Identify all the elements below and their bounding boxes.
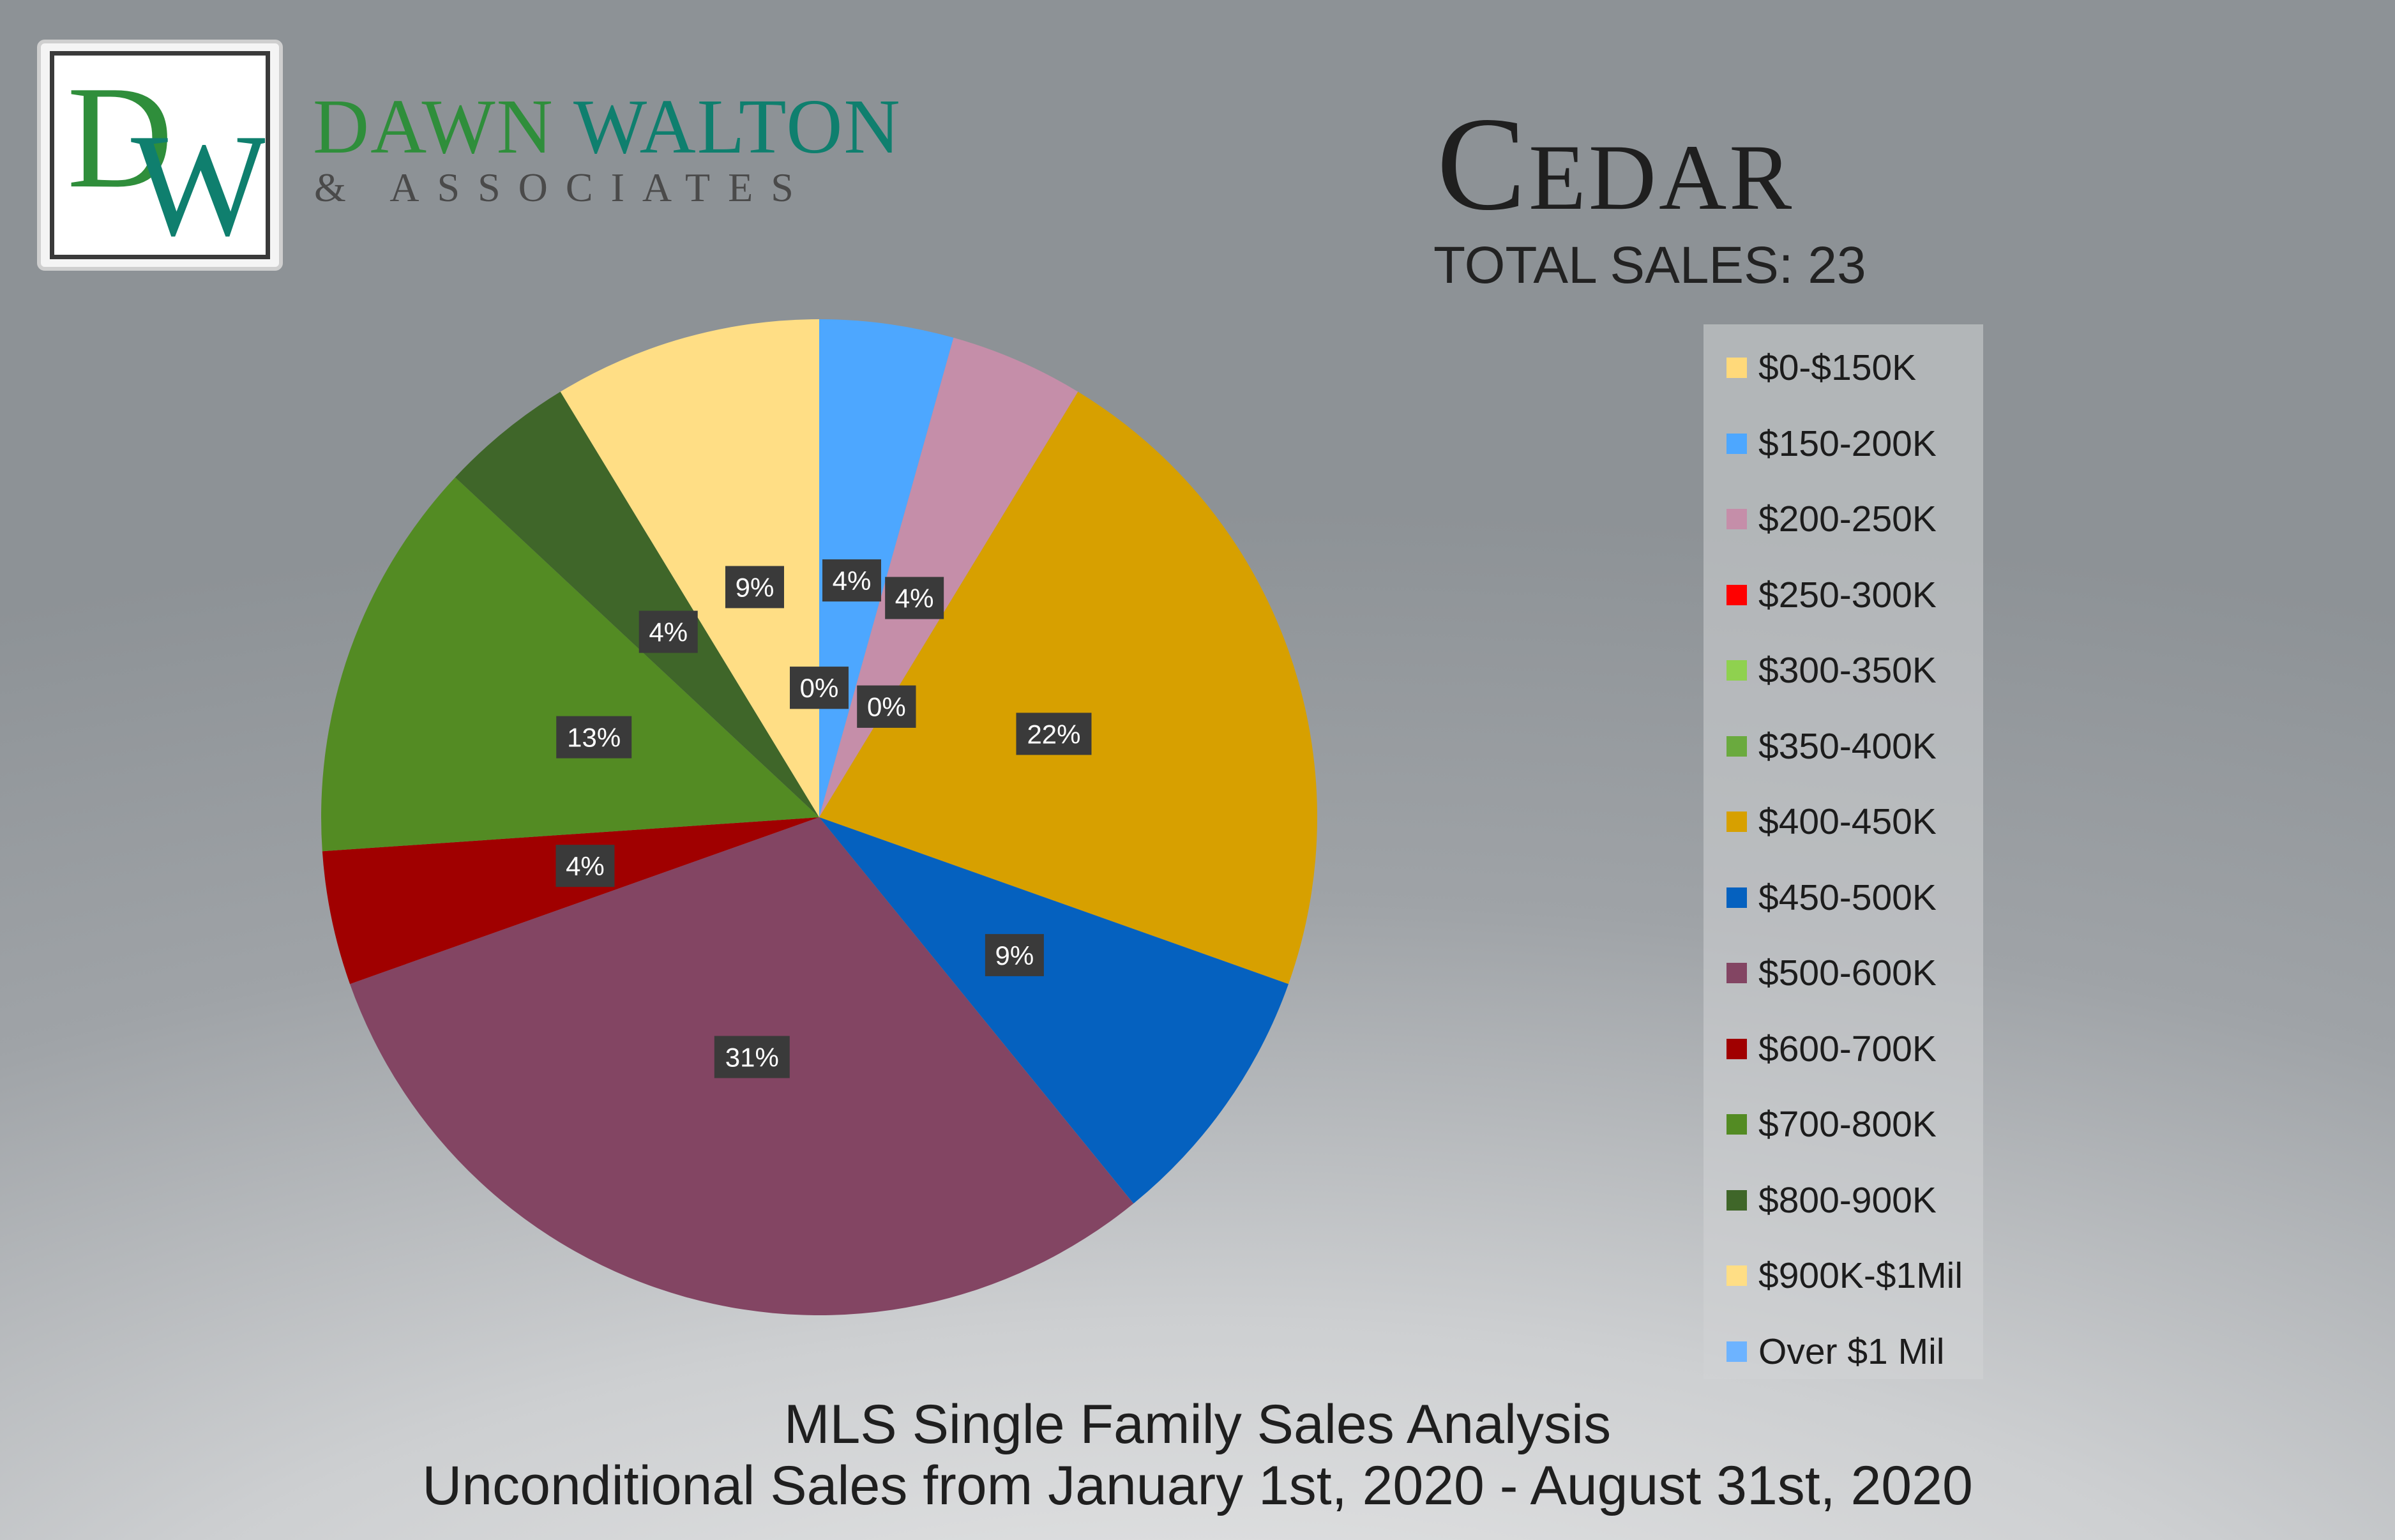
data-label-10: 4% [555,845,615,887]
legend-swatch [1726,358,1747,378]
data-label-text: 9% [995,940,1034,970]
brand-name-last: WALTON [573,84,902,170]
data-label-text: 22% [1027,719,1080,749]
legend-label: $600-700K [1758,1028,1937,1069]
legend-label: $400-450K [1758,801,1937,842]
brand-subtitle: & ASSOCIATES [314,165,812,210]
data-label-text: 31% [725,1043,779,1073]
data-label-2: 4% [822,559,881,602]
legend-swatch [1726,433,1747,454]
chart-footer-title: MLS Single Family Sales Analysis [783,1394,1612,1455]
legend-swatch [1726,1189,1747,1211]
legend-item: $300-350K [1726,645,1937,696]
legend-item: $500-600K [1726,947,1937,999]
legend-label: $800-900K [1758,1179,1937,1221]
legend-item: $250-300K [1726,570,1937,621]
data-label-box [885,577,944,619]
pie-slice-11 [321,477,819,852]
data-label-box [822,559,881,602]
data-label-12: 4% [638,610,698,653]
data-label-text: 4% [895,584,934,614]
legend-label: $300-350K [1758,650,1937,691]
legend-swatch [1726,887,1747,908]
data-label-box [857,685,916,728]
legend-label: $700-800K [1758,1104,1937,1145]
legend-swatch [1726,1265,1747,1286]
chart-legend: $0-$150K $150-200K $200-250K $250-300K $300-… [1704,324,1983,1379]
pie-slice-8 [819,817,1288,1204]
data-label-text: 4% [566,851,605,881]
legend-label: $900K-$1Mil [1758,1255,1963,1296]
data-label-7: 22% [1016,713,1092,755]
legend-swatch [1726,1038,1747,1059]
data-label-box [714,1036,790,1078]
data-label-box [725,566,784,608]
logo-monogram: D W [67,56,269,266]
data-label-box [638,610,698,653]
data-label-box [556,716,632,759]
legend-swatch [1726,812,1747,832]
legend-item: $900K-$1Mil [1726,1250,1963,1301]
legend-item: $0-$150K [1726,342,1916,393]
logo-letter-d: D [67,56,173,218]
data-label-6: 0% [857,685,916,728]
data-label-text: 9% [736,572,774,602]
brand-name-first: DAWN [313,84,554,170]
legend-item: $450-500K [1726,872,1937,923]
logo: D W [37,40,283,271]
pie-slice-10 [322,817,819,985]
pie-slice-12 [455,391,819,817]
legend-label: Over $1 Mil [1758,1331,1945,1372]
data-label-9: 31% [714,1036,790,1078]
legend-swatch [1726,1341,1747,1362]
chart-footer-subtitle: Unconditional Sales from January 1st, 20… [422,1455,1973,1516]
brand-name: DAWN WALTON [313,88,902,166]
legend-item: $200-250K [1726,494,1937,545]
data-label-text: 4% [833,566,872,596]
data-label-box [555,845,615,887]
legend-label: $150-200K [1758,423,1937,464]
legend-swatch [1726,509,1747,529]
data-label-box [985,933,1044,976]
data-label-text: 0% [867,692,906,722]
data-label-3: 4% [885,577,944,619]
data-label-14: 0% [790,667,849,709]
legend-swatch [1726,660,1747,681]
legend-item: Over $1 Mil [1726,1326,1944,1377]
legend-label: $450-500K [1758,877,1937,918]
data-label-8: 9% [985,933,1044,976]
legend-label: $0-$150K [1758,347,1917,388]
data-label-box [1016,713,1092,755]
logo-letter-w: W [131,103,265,253]
legend-item: $350-400K [1726,721,1937,772]
legend-item: $800-900K [1726,1175,1937,1226]
legend-swatch [1726,584,1747,605]
data-label-11: 13% [556,716,632,759]
legend-item: $700-800K [1726,1099,1937,1150]
data-label-text: 0% [800,673,839,703]
legend-item: $600-700K [1726,1023,1937,1075]
legend-item: $150-200K [1726,418,1937,469]
page-title: Cedar [1437,90,1795,238]
data-label-text: 4% [649,617,688,647]
pie-slice-7 [819,391,1318,985]
data-label-13: 9% [725,566,784,608]
logo-frame: D W [50,51,270,266]
legend-label: $200-250K [1758,499,1937,540]
pie-slice-2 [819,319,954,817]
data-label-box [790,667,849,709]
legend-swatch [1726,963,1747,983]
legend-item: $400-450K [1726,796,1937,847]
legend-label: $350-400K [1758,725,1937,767]
total-sales: TOTAL SALES: 23 [1433,236,1866,294]
legend-swatch [1726,736,1747,757]
legend-swatch [1726,1114,1747,1135]
legend-label: $500-600K [1758,953,1937,993]
pie-slice-13 [560,319,819,817]
data-label-text: 13% [567,723,621,753]
legend-label: $250-300K [1758,574,1937,615]
